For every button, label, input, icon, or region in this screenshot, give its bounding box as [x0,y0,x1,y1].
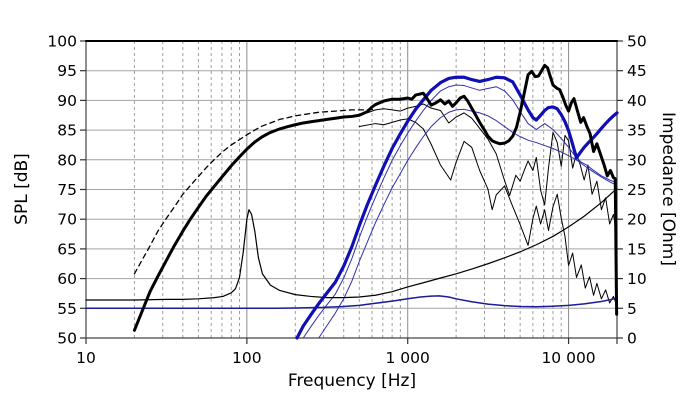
y-right-tick-label: 30 [627,151,647,169]
curve-tweeter-impedance [85,295,618,310]
x-tick-label: 10 000 [541,349,595,367]
curve-woofer-spl-30deg [366,103,618,237]
y-left-tick-label: 100 [47,33,77,51]
y-right-tick-label: 45 [627,62,647,80]
curve-woofer-impedance [85,187,618,301]
y-left-axis-title: SPL [dB] [12,153,32,225]
y-left-tick-label: 90 [57,92,77,110]
y-left-tick-label: 65 [57,240,77,258]
curve-woofer-spl-dashed [133,108,377,275]
y-left-tick-label: 60 [57,270,77,288]
curves [85,63,619,340]
y-right-tick-label: 15 [627,240,647,258]
y-right-tick-label: 50 [627,33,647,51]
y-right-tick-label: 35 [627,122,647,140]
curve-tweeter-spl-30deg [302,84,618,339]
curve-tweeter-spl-0deg [295,75,619,340]
y-right-tick-label: 20 [627,211,647,229]
y-left-tick-label: 70 [57,211,77,229]
x-tick-label: 10 [76,349,96,367]
grid [86,41,617,339]
y-right-axis-title: Impedance [Ohm] [658,112,678,266]
y-left-tick-label: 95 [57,62,77,80]
curve-woofer-spl-0deg [132,63,619,332]
x-axis-title: Frequency [Hz] [287,371,417,391]
x-tick-label: 1 000 [386,349,430,367]
y-right-tick-label: 0 [627,330,637,348]
y-left-tick-label: 75 [57,181,77,199]
y-left-tick-label: 55 [57,300,77,318]
y-right-tick-label: 40 [627,92,647,110]
x-tick-label: 100 [232,349,262,367]
y-right-tick-label: 25 [627,181,647,199]
y-right-tick-label: 10 [627,270,647,288]
axis-ticks-and-labels: 1009590858075706560555050454035302520151… [47,33,646,368]
y-left-tick-label: 80 [57,151,77,169]
y-right-tick-label: 5 [627,300,637,318]
y-left-tick-label: 50 [57,330,77,348]
y-left-tick-label: 85 [57,122,77,140]
curve-woofer-spl-60deg [358,118,618,307]
